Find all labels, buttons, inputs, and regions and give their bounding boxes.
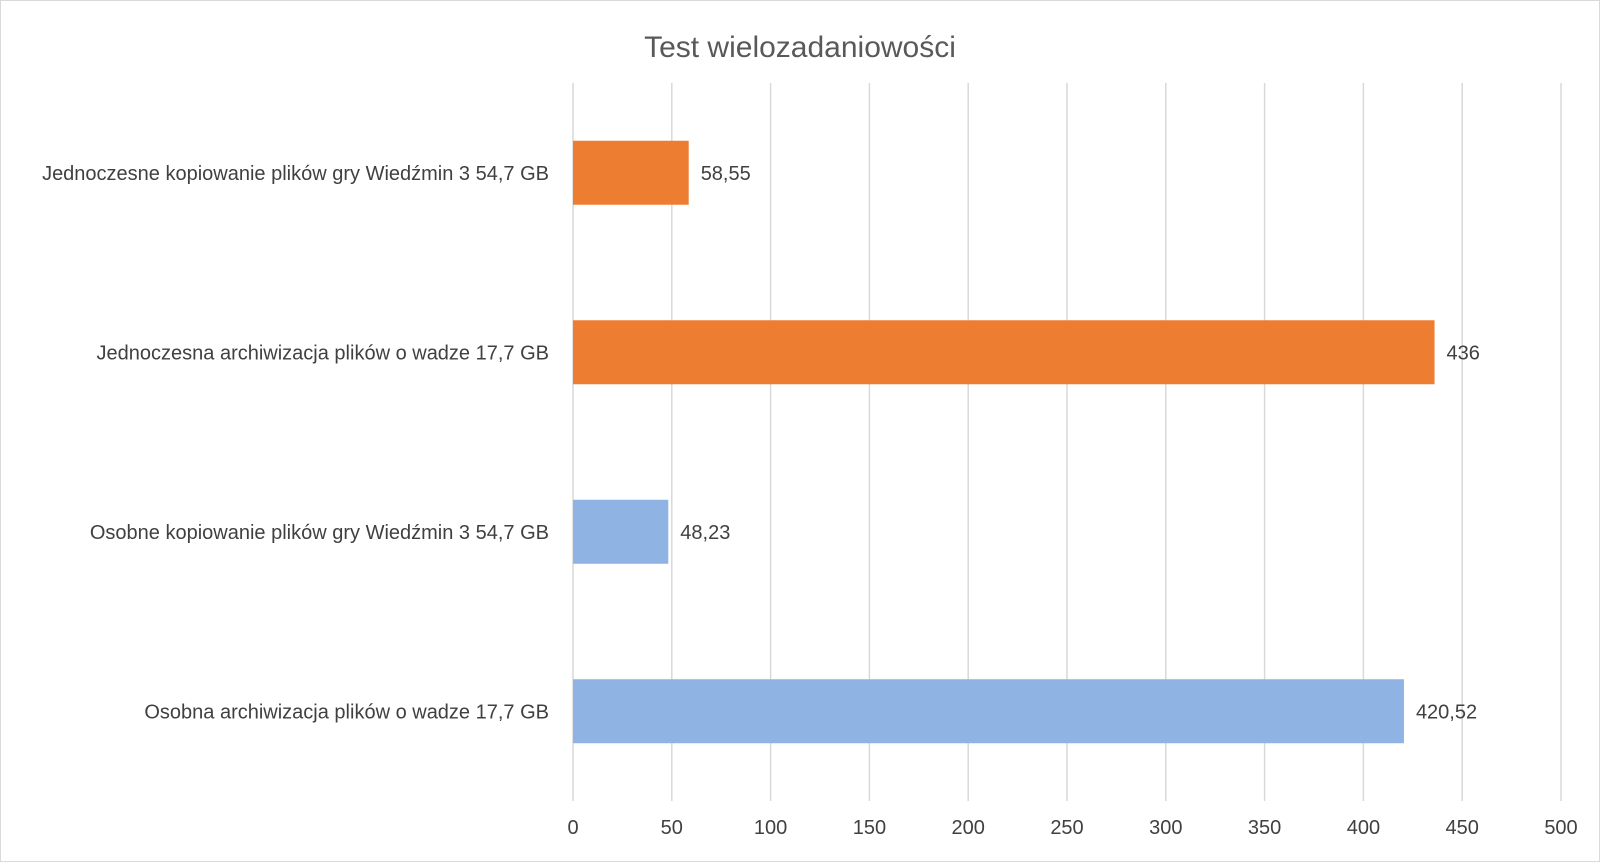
bar-value-label: 48,23 — [680, 522, 730, 544]
bar-value-label: 58,55 — [701, 163, 751, 185]
bar — [573, 320, 1435, 385]
category-label: Osobne kopiowanie plików gry Wiedźmin 3 … — [90, 522, 549, 544]
bar — [573, 140, 689, 205]
x-tick-label: 300 — [1149, 817, 1182, 839]
x-axis-tick-labels: 0 50 100 150 200 250 300 350 400 450 500 — [567, 817, 1577, 839]
x-tick-label: 500 — [1544, 817, 1577, 839]
x-tick-label: 150 — [853, 817, 886, 839]
bar — [573, 679, 1404, 744]
x-tick-label: 400 — [1347, 817, 1380, 839]
x-tick-label: 100 — [754, 817, 787, 839]
bar — [573, 499, 669, 564]
x-tick-label: 50 — [661, 817, 683, 839]
x-tick-label: 350 — [1248, 817, 1281, 839]
x-tick-label: 0 — [567, 817, 578, 839]
category-label: Jednoczesne kopiowanie plików gry Wiedźm… — [42, 163, 549, 185]
bars — [573, 140, 1435, 744]
x-tick-label: 250 — [1050, 817, 1083, 839]
category-label: Jednoczesna archiwizacja plików o wadze … — [97, 342, 549, 364]
bar-value-label: 420,52 — [1416, 701, 1477, 723]
category-labels: Jednoczesne kopiowanie plików gry Wiedźm… — [42, 163, 549, 724]
x-tick-label: 200 — [952, 817, 985, 839]
x-tick-label: 450 — [1446, 817, 1479, 839]
category-label: Osobna archiwizacja plików o wadze 17,7 … — [144, 701, 549, 723]
value-labels: 58,55 436 48,23 420,52 — [680, 163, 1480, 724]
chart-title: Test wielozadaniowości — [644, 31, 956, 64]
bar-value-label: 436 — [1447, 342, 1480, 364]
